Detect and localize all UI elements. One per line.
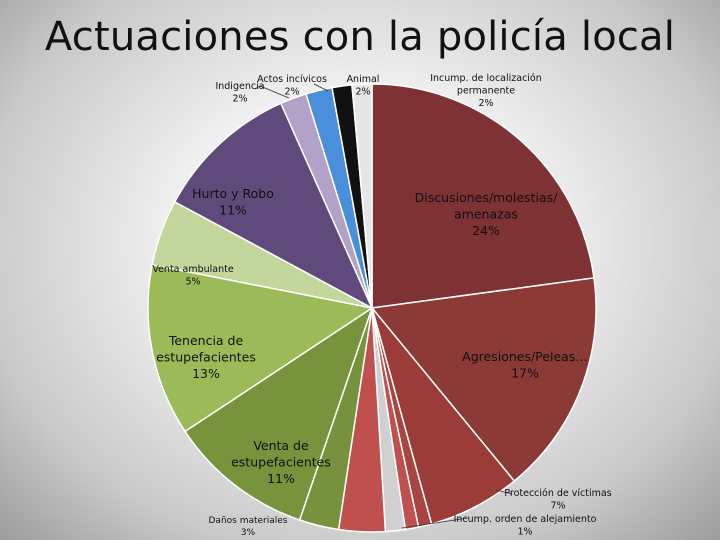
slice-value-venta-ambulante: 5%	[185, 277, 200, 288]
slice-value-incump-de-localizacion-permanente: 2%	[478, 98, 493, 109]
pie-slice-agresiones-peleas	[370, 277, 597, 483]
pie-slice-incump-de-localizacion-permanente	[351, 83, 373, 309]
slice-label-agresiones-peleas: Agresiones/Peleas…	[462, 349, 588, 364]
leader-lines	[254, 83, 513, 529]
slice-label-tenencia-de-estupefacientes: Tenencia de estupefacientes	[156, 333, 256, 365]
leader-line-1	[254, 85, 290, 99]
page-title: Actuaciones con la policía local	[44, 14, 676, 60]
pie-slice-discusiones-molestias-amenazas	[371, 83, 595, 309]
slice-value-venta-de-estupefacientes: 11%	[267, 471, 295, 486]
slice-label-actos-incivicos: Actos incívicos	[257, 74, 327, 85]
leader-line-2	[313, 83, 329, 92]
slice-value-actos-incivicos: 2%	[284, 87, 299, 98]
slice-label-hurto-y-robo: Hurto y Robo	[192, 186, 274, 201]
leader-line-4	[401, 517, 469, 529]
slice-value-hurto-y-robo: 11%	[219, 203, 247, 218]
slice-label-venta-de-estupefacientes: Venta de estupefacientes	[231, 438, 331, 470]
leader-line-3	[495, 489, 513, 495]
slice-value-danos-materiales: 3%	[241, 528, 256, 538]
slice-label-animal: Animal	[347, 74, 380, 85]
slice-value-discusiones-molestias-amenazas: 24%	[472, 223, 500, 238]
slice-label-proteccion-de-victimas: Protección de víctimas	[504, 488, 611, 499]
pie-slice-tenencia-de-estupefacientes	[147, 263, 374, 433]
pie-slice-venta-de-estupefacientes	[184, 306, 374, 521]
slice-value-tenencia-de-estupefacientes: 13%	[192, 366, 220, 381]
slice-label-incump-de-localizacion-permanente: Incump. de localización permanente	[430, 73, 542, 97]
slice-value-proteccion-de-victimas: 7%	[550, 501, 565, 512]
slice-label-venta-ambulante: Venta ambulante	[152, 264, 234, 275]
slice-value-incump-orden-de-alejamiento: 1%	[517, 527, 532, 538]
slice-label-indigencia: Indigencia	[215, 81, 264, 92]
slice-value-indigencia: 2%	[232, 94, 247, 105]
slice-value-agresiones-peleas: 17%	[511, 366, 539, 381]
slice-label-danos-materiales: Daños materiales	[209, 516, 288, 526]
pie-slice-hurto-y-robo	[173, 102, 374, 310]
slice-label-discusiones-molestias-amenazas: Discusiones/molestias/amenazas	[415, 190, 558, 222]
slice-label-incump-orden-de-alejamiento: Incump. orden de alejamiento	[454, 514, 597, 525]
slice-value-animal: 2%	[355, 87, 370, 98]
pie-slices	[147, 83, 597, 533]
